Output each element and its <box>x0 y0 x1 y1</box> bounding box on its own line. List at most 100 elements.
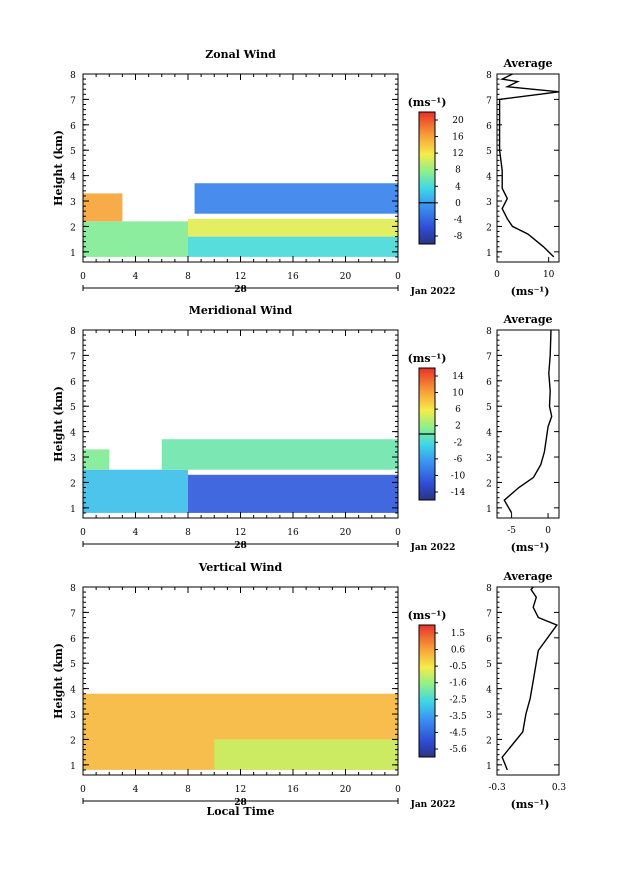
colorbar-tick-label: 0.6 <box>451 646 466 656</box>
main-plot-title: Meridional Wind <box>189 304 293 317</box>
date-month-label: Jan 2022 <box>410 287 456 297</box>
heatmap-cell <box>194 183 398 214</box>
avg-x-tick-label: -5 <box>507 526 516 536</box>
colorbar-tick-label: -4.5 <box>449 728 467 738</box>
average-profile-line <box>503 329 553 514</box>
avg-y-tick-label: 3 <box>486 454 492 464</box>
date-month-label: Jan 2022 <box>410 800 456 810</box>
y-axis-label: Height (km) <box>52 643 65 719</box>
average-plot-title: Average <box>502 313 552 326</box>
x-tick-label: 12 <box>235 785 246 795</box>
heatmap-cell <box>83 449 110 470</box>
colorbar-tick-label: -2.5 <box>449 695 467 705</box>
main-plot-title: Vertical Wind <box>198 561 283 574</box>
x-tick-label: 8 <box>185 528 191 538</box>
average-profile-line <box>501 586 558 771</box>
avg-y-tick-label: 2 <box>486 736 492 746</box>
colorbar-tick-label: -6 <box>454 455 463 465</box>
y-tick-label: 8 <box>70 584 76 594</box>
x-tick-label: 20 <box>340 785 352 795</box>
colorbar-unit-label: (ms⁻¹) <box>408 96 447 109</box>
avg-y-tick-label: 3 <box>486 711 492 721</box>
colorbar-tick-label: 4 <box>455 182 461 192</box>
y-tick-label: 5 <box>70 403 76 413</box>
avg-x-axis-label: (ms⁻¹) <box>511 798 550 811</box>
y-tick-label: 7 <box>70 96 76 106</box>
y-axis-label: Height (km) <box>52 386 65 462</box>
avg-y-tick-label: 4 <box>486 173 492 183</box>
colorbar-tick-label: 20 <box>452 116 464 126</box>
avg-x-axis-label: (ms⁻¹) <box>511 285 550 298</box>
colorbar-tick-label: -14 <box>451 488 466 498</box>
heatmap-cell <box>188 474 398 513</box>
colorbar-tick-label: 0 <box>455 199 461 209</box>
average-plot-frame <box>496 329 560 519</box>
colorbar-unit-label: (ms⁻¹) <box>408 352 447 365</box>
avg-x-tick-label: -0.3 <box>488 783 506 793</box>
colorbar-tick-label: -2 <box>454 438 463 448</box>
x-tick-label: 4 <box>133 272 139 282</box>
x-tick-label: 8 <box>185 272 191 282</box>
date-day-label: 28 <box>234 285 247 295</box>
date-month-label: Jan 2022 <box>410 543 456 553</box>
x-tick-label: 16 <box>287 528 299 538</box>
heatmap-cell <box>188 218 398 237</box>
avg-x-tick-label: 0 <box>545 526 551 536</box>
date-day-label: 28 <box>234 798 247 808</box>
date-day-label: 28 <box>234 541 247 551</box>
heatmap-cell <box>83 469 188 513</box>
colorbar-tick-label: -5.6 <box>449 745 467 755</box>
y-tick-label: 4 <box>70 429 76 439</box>
heatmap-cell <box>83 221 188 257</box>
colorbar-tick-label: 1.5 <box>451 629 466 639</box>
x-tick-label: 20 <box>340 528 352 538</box>
y-tick-label: 3 <box>70 454 76 464</box>
colorbar-tick-label: 12 <box>452 149 463 159</box>
colorbar-tick-label: 6 <box>455 405 461 415</box>
avg-y-tick-label: 2 <box>486 479 492 489</box>
colorbar-tick-label: -3.5 <box>449 712 467 722</box>
y-tick-label: 6 <box>70 635 76 645</box>
avg-x-tick-label: 0 <box>494 270 500 280</box>
y-tick-label: 1 <box>70 249 76 259</box>
x-tick-label: 16 <box>287 785 299 795</box>
y-tick-label: 2 <box>70 223 76 233</box>
avg-y-tick-label: 7 <box>486 352 492 362</box>
avg-y-tick-label: 6 <box>486 378 492 388</box>
avg-y-tick-label: 8 <box>486 327 492 337</box>
avg-y-tick-label: 7 <box>486 96 492 106</box>
y-tick-label: 1 <box>70 762 76 772</box>
y-tick-label: 7 <box>70 609 76 619</box>
y-tick-label: 6 <box>70 122 76 132</box>
avg-y-tick-label: 8 <box>486 71 492 81</box>
heatmap-cell <box>161 439 398 470</box>
avg-y-tick-label: 7 <box>486 609 492 619</box>
main-plot-title: Zonal Wind <box>205 48 276 61</box>
x-tick-label: 0 <box>80 785 86 795</box>
y-tick-label: 4 <box>70 173 76 183</box>
avg-y-tick-label: 3 <box>486 198 492 208</box>
y-tick-label: 1 <box>70 505 76 515</box>
avg-y-tick-label: 6 <box>486 122 492 132</box>
y-tick-label: 6 <box>70 378 76 388</box>
y-tick-label: 5 <box>70 660 76 670</box>
colorbar-tick-label: -8 <box>454 232 463 242</box>
avg-y-tick-label: 1 <box>486 249 492 259</box>
colorbar-tick-label: 16 <box>452 133 464 143</box>
y-tick-label: 3 <box>70 198 76 208</box>
average-plot-title: Average <box>502 57 552 70</box>
colorbar-tick-label: -10 <box>451 471 466 481</box>
x-tick-label: 12 <box>235 528 246 538</box>
colorbar-tick-label: -4 <box>454 215 463 225</box>
avg-y-tick-label: 6 <box>486 635 492 645</box>
x-tick-label: 0 <box>395 272 401 282</box>
x-tick-label: 4 <box>133 785 139 795</box>
x-tick-label: 0 <box>80 528 86 538</box>
colorbar-tick-label: 8 <box>455 166 461 176</box>
avg-y-tick-label: 8 <box>486 584 492 594</box>
x-tick-label: 16 <box>287 272 299 282</box>
y-tick-label: 4 <box>70 686 76 696</box>
x-tick-label: 12 <box>235 272 246 282</box>
y-tick-label: 2 <box>70 479 76 489</box>
avg-y-tick-label: 5 <box>486 660 492 670</box>
